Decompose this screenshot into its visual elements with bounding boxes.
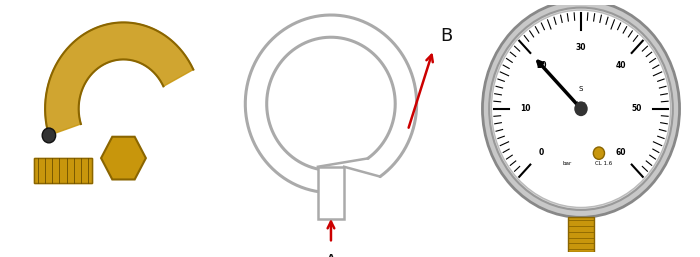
Circle shape (42, 128, 55, 143)
Circle shape (491, 10, 671, 207)
Circle shape (482, 0, 680, 217)
Polygon shape (45, 22, 193, 135)
Text: 50: 50 (632, 104, 642, 113)
Text: 0: 0 (539, 148, 544, 157)
Bar (568, 217, 594, 252)
Circle shape (594, 147, 605, 159)
Circle shape (489, 8, 673, 210)
Text: 10: 10 (519, 104, 531, 113)
Polygon shape (34, 158, 92, 183)
Circle shape (574, 101, 588, 116)
Text: 60: 60 (615, 148, 626, 157)
Text: 40: 40 (615, 61, 626, 70)
Text: 30: 30 (575, 43, 587, 52)
Polygon shape (101, 137, 146, 179)
Text: S: S (579, 86, 583, 92)
Bar (318, 167, 344, 218)
Text: CL 1.6: CL 1.6 (595, 161, 612, 166)
Text: A: A (325, 253, 337, 257)
Text: B: B (440, 27, 453, 45)
Text: 20: 20 (536, 61, 547, 70)
Bar (34, 158, 92, 183)
Text: bar: bar (563, 161, 572, 166)
Text: bar: bar (576, 101, 586, 106)
